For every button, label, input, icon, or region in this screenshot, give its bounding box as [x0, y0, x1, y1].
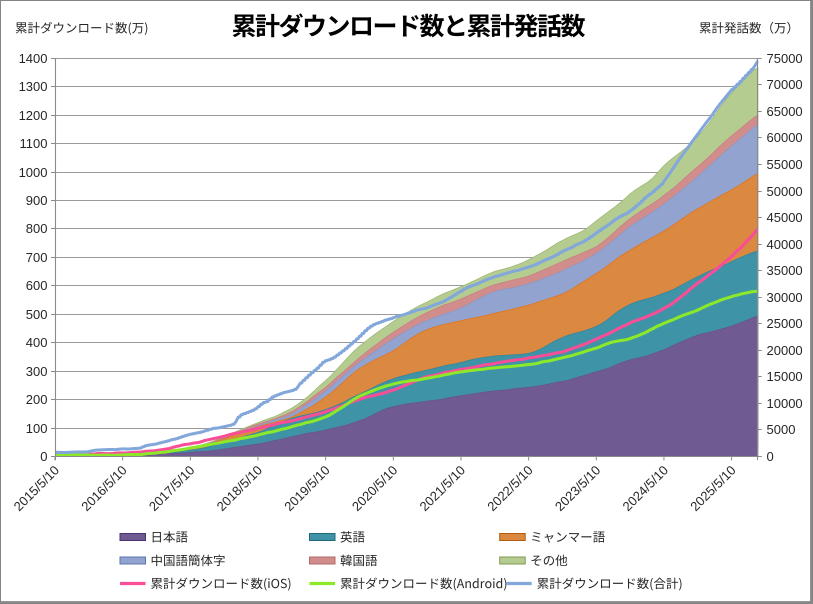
svg-text:15000: 15000: [767, 369, 803, 384]
svg-text:1300: 1300: [19, 79, 48, 94]
svg-text:75000: 75000: [767, 51, 803, 66]
svg-text:200: 200: [26, 392, 48, 407]
svg-text:45000: 45000: [767, 210, 803, 225]
svg-text:1200: 1200: [19, 108, 48, 123]
svg-text:0: 0: [40, 449, 47, 464]
svg-text:400: 400: [26, 335, 48, 350]
svg-text:700: 700: [26, 250, 48, 265]
svg-text:600: 600: [26, 278, 48, 293]
svg-text:1000: 1000: [19, 165, 48, 180]
svg-text:800: 800: [26, 221, 48, 236]
svg-text:20000: 20000: [767, 343, 803, 358]
svg-text:40000: 40000: [767, 237, 803, 252]
svg-text:60000: 60000: [767, 130, 803, 145]
svg-text:10000: 10000: [767, 396, 803, 411]
svg-text:300: 300: [26, 364, 48, 379]
svg-text:0: 0: [767, 449, 774, 464]
svg-text:65000: 65000: [767, 104, 803, 119]
svg-text:5000: 5000: [767, 422, 796, 437]
svg-text:30000: 30000: [767, 290, 803, 305]
svg-text:25000: 25000: [767, 316, 803, 331]
svg-text:50000: 50000: [767, 184, 803, 199]
svg-text:1100: 1100: [20, 136, 48, 151]
svg-text:100: 100: [26, 421, 48, 436]
svg-text:55000: 55000: [767, 157, 803, 172]
svg-text:35000: 35000: [767, 263, 803, 278]
svg-text:1400: 1400: [19, 51, 48, 66]
svg-text:900: 900: [26, 193, 48, 208]
svg-text:70000: 70000: [767, 77, 803, 92]
svg-text:500: 500: [26, 307, 48, 322]
